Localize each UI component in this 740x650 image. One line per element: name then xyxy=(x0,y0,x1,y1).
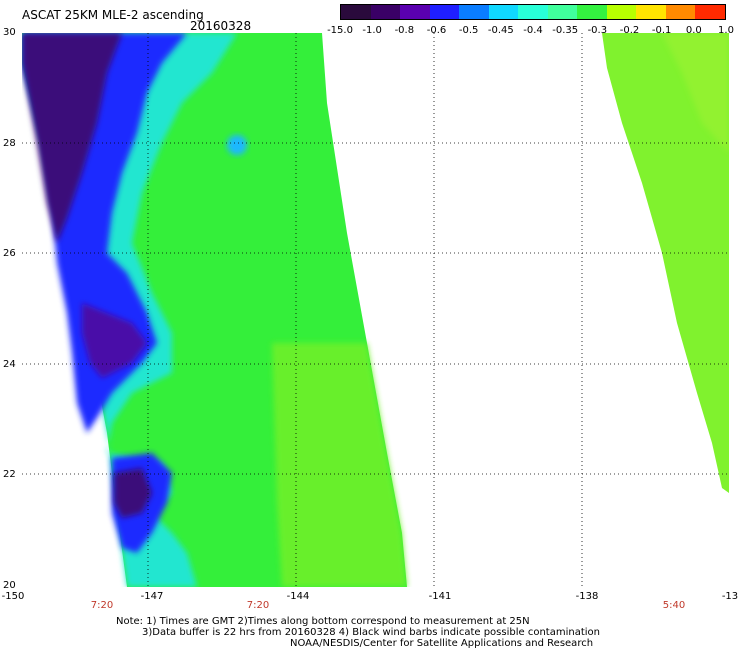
swath-right xyxy=(602,33,729,493)
colorbar-tick-label: -0.4 xyxy=(523,25,543,36)
colorbar-tick-label: -0.8 xyxy=(394,25,415,36)
swath-left-purple-south xyxy=(114,468,152,518)
product-title: ASCAT 25KM MLE-2 ascending xyxy=(22,8,204,22)
note-line-1: Note: 1) Times are GMT 2)Times along bot… xyxy=(116,616,530,627)
lat-tick-24: 24 xyxy=(3,359,16,370)
lat-tick-22: 22 xyxy=(3,469,16,480)
colorbar-swatch xyxy=(695,5,725,19)
colorbar-tick-label: -0.5 xyxy=(458,25,479,36)
colorbar-tick-label: -1.0 xyxy=(362,25,382,36)
lat-tick-26: 26 xyxy=(3,248,16,259)
lon-tick-150: -150 xyxy=(1,591,25,602)
colorbar-swatch xyxy=(518,5,548,19)
colorbar-tick-label: -0.1 xyxy=(651,25,672,36)
note-line-2: 3)Data buffer is 22 hrs from 20160328 4)… xyxy=(142,627,600,638)
swath-left-lightgreen xyxy=(272,343,407,587)
colorbar-tick-label: 0.0 xyxy=(685,25,702,36)
lon-tick-147: -147 xyxy=(140,591,164,602)
colorbar-swatch xyxy=(459,5,489,19)
note-line-3: NOAA/NESDIS/Center for Satellite Applica… xyxy=(290,638,594,649)
colorbar-swatch xyxy=(665,5,696,19)
date-label: 20160328 xyxy=(190,19,252,33)
lon-tick-138: -138 xyxy=(575,591,599,602)
colorbar xyxy=(340,4,726,20)
colorbar-swatch xyxy=(341,5,371,19)
lon-tick-144: -144 xyxy=(286,591,310,602)
colorbar-swatch xyxy=(488,5,519,19)
colorbar-tick-label: -0.45 xyxy=(487,25,514,36)
swath-right-light xyxy=(662,33,729,153)
colorbar-swatch xyxy=(370,5,401,19)
colorbar-swatch xyxy=(577,5,607,19)
time-label-1: 7:20 xyxy=(90,600,114,611)
lon-tick-135: -13 xyxy=(721,591,739,602)
map-canvas xyxy=(22,33,729,587)
colorbar-tick-label: -15.0 xyxy=(327,25,353,36)
lat-tick-28: 28 xyxy=(3,138,16,149)
colorbar-tick-label: 1.0 xyxy=(718,25,734,36)
colorbar-swatch xyxy=(429,5,460,19)
colorbar-tick-label: -0.3 xyxy=(587,25,608,36)
time-label-3: 5:40 xyxy=(662,600,686,611)
colorbar-tick-label: -0.35 xyxy=(552,25,579,36)
colorbar-swatch xyxy=(636,5,666,19)
time-label-2: 7:20 xyxy=(246,600,270,611)
swath-map xyxy=(22,33,729,587)
lat-tick-30: 30 xyxy=(3,27,16,38)
swath-left-spot xyxy=(227,135,247,155)
swath-left-purple xyxy=(22,33,122,243)
colorbar-tick-label: -0.6 xyxy=(426,25,447,36)
colorbar-swatch xyxy=(400,5,430,19)
colorbar-tick-label: -0.2 xyxy=(619,25,640,36)
lat-tick-20: 20 xyxy=(3,580,16,591)
swath-left-purple-mid xyxy=(82,303,147,378)
colorbar-swatch xyxy=(547,5,578,19)
colorbar-swatch xyxy=(606,5,637,19)
grid-lines xyxy=(22,33,729,587)
lon-tick-141: -141 xyxy=(428,591,452,602)
